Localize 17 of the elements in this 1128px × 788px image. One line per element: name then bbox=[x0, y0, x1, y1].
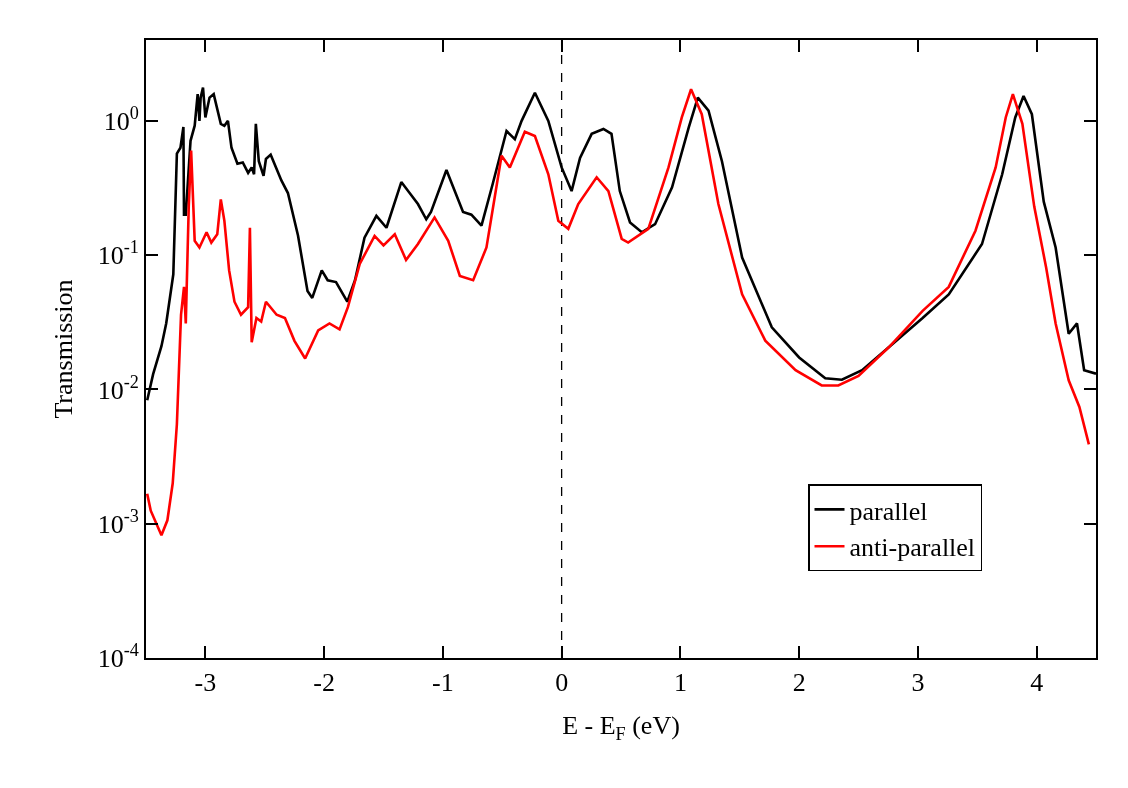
y-axis-title: Transmission bbox=[48, 279, 78, 419]
x-tick-label: 1 bbox=[673, 668, 687, 698]
legend-label: anti-parallel bbox=[849, 533, 976, 563]
x-tick-label: 2 bbox=[792, 668, 806, 698]
x-tick-label: -2 bbox=[313, 668, 335, 698]
legend-label: parallel bbox=[849, 496, 928, 526]
y-tick-label: 10$^{-1}$ bbox=[97, 237, 139, 271]
x-tick-label: -1 bbox=[432, 668, 454, 698]
x-axis-title: E - E$_{F}$ (eV) bbox=[562, 711, 680, 744]
y-tick-label: 10$^{-4}$ bbox=[97, 640, 139, 674]
y-tick-label: 10$^{-2}$ bbox=[97, 371, 139, 405]
x-tick-label: 3 bbox=[911, 668, 925, 698]
x-tick-label: 4 bbox=[1030, 668, 1044, 698]
y-tick-label: 10$^{0}$ bbox=[103, 103, 139, 136]
x-tick-label: 0 bbox=[555, 668, 569, 698]
x-tick-label: -3 bbox=[194, 668, 217, 698]
y-tick-label: 10$^{-3}$ bbox=[97, 505, 139, 539]
